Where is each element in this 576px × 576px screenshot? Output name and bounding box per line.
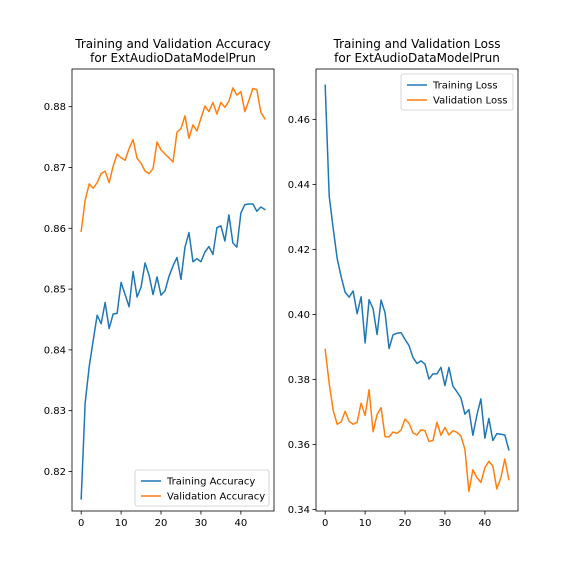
series-line-training-loss [324, 84, 510, 451]
chart-subtitle: for ExtAudioDataModelPrun [334, 51, 500, 65]
y-tick-label: 0.40 [288, 310, 310, 321]
y-tick-label: 0.86 [44, 224, 66, 235]
y-tick-label: 0.84 [44, 345, 66, 356]
x-tick-label: 10 [115, 518, 128, 529]
y-tick-label: 0.36 [288, 440, 310, 451]
legend-label-training-loss: Training Loss [432, 81, 498, 92]
series-line-validation-accuracy [80, 87, 266, 233]
legend-label-validation-accuracy: Validation Accuracy [167, 492, 265, 503]
series-lines [324, 84, 510, 493]
chart-subtitle: for ExtAudioDataModelPrun [90, 51, 256, 65]
y-tick-label: 0.46 [288, 115, 310, 126]
y-tick-label: 0.85 [44, 285, 66, 296]
x-tick-label: 30 [439, 518, 452, 529]
legend: Training Loss Validation Loss [400, 73, 514, 111]
y-tick-label: 0.42 [288, 245, 310, 256]
chart-title: Training and Validation Accuracy [74, 37, 270, 51]
legend-box [134, 469, 270, 507]
axes-frame [315, 68, 519, 512]
y-tick-label: 0.44 [288, 180, 310, 191]
legend-label-training-accuracy: Training Accuracy [166, 477, 255, 488]
x-tick-label: 40 [234, 518, 247, 529]
chart-title: Training and Validation Loss [333, 37, 501, 51]
y-tick-label: 0.83 [44, 406, 66, 417]
axes-frame [71, 68, 275, 512]
x-tick-label: 0 [78, 518, 84, 529]
legend-box [400, 73, 514, 111]
x-tick-label: 30 [195, 518, 208, 529]
y-tick-label: 0.38 [288, 375, 310, 386]
x-tick-label: 40 [478, 518, 491, 529]
y-tick-label: 0.88 [44, 102, 66, 113]
x-tick-label: 20 [399, 518, 412, 529]
y-tick-label: 0.82 [44, 467, 66, 478]
y-tick-label: 0.87 [44, 163, 66, 174]
series-line-validation-loss [324, 348, 510, 493]
series-line-training-accuracy [80, 203, 266, 500]
legend-label-validation-loss: Validation Loss [433, 96, 508, 107]
x-tick-label: 10 [359, 518, 372, 529]
x-tick-label: 0 [322, 518, 328, 529]
x-tick-label: 20 [155, 518, 168, 529]
y-tick-label: 0.34 [288, 505, 310, 516]
legend: Training Accuracy Validation Accuracy [134, 469, 270, 507]
series-lines [80, 87, 266, 500]
